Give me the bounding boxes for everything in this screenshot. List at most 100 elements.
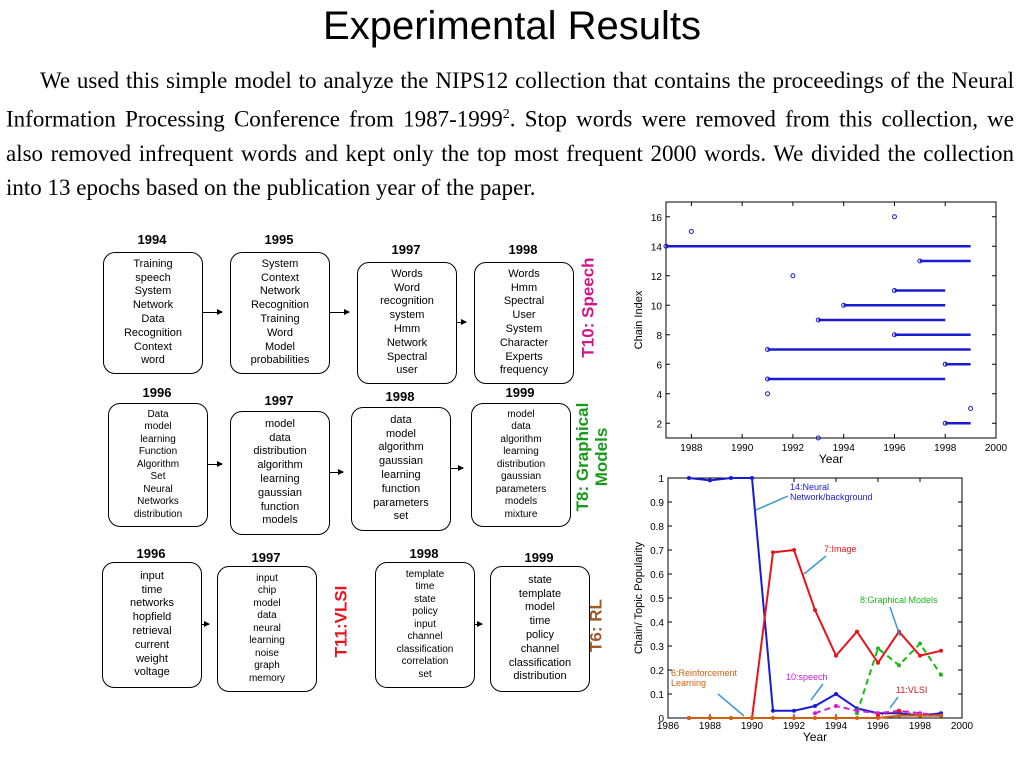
- footnote-marker: 2: [502, 107, 510, 122]
- paragraph-text-b: . Stop words were removed from this coll…: [6, 106, 1014, 200]
- topic-word: learning: [249, 635, 285, 647]
- x-tick-label: 1990: [741, 721, 764, 732]
- topic-word: hopfield: [132, 611, 172, 624]
- topic-word: Hmm: [393, 323, 421, 335]
- series-point: [897, 708, 901, 713]
- topic-word: Word: [266, 326, 294, 339]
- y-tick-label: 0.8: [650, 522, 664, 533]
- y-tick-label: 0.5: [650, 594, 664, 605]
- series-point: [813, 716, 817, 720]
- plot-frame: [667, 477, 963, 719]
- chain-start-marker: [917, 258, 923, 264]
- series-point: [813, 711, 817, 716]
- chain-start-marker: [663, 243, 669, 249]
- singleton-point: [790, 273, 796, 279]
- topic-word: distribution: [253, 445, 307, 458]
- series-point: [813, 608, 817, 612]
- topic-word: gaussian: [257, 486, 303, 499]
- series-point: [750, 716, 754, 720]
- topic-word: Algorithm: [136, 458, 180, 470]
- series-point: [918, 653, 922, 658]
- series-point: [687, 476, 691, 480]
- topic-word: input: [140, 569, 164, 582]
- y-tick-label: 0.4: [650, 618, 664, 629]
- topic-word: Network: [259, 285, 301, 298]
- topic-word: input: [256, 572, 278, 584]
- chain-start-marker: [765, 347, 771, 352]
- y-tick-label: 14: [651, 242, 663, 253]
- topic-word: algorithm: [500, 433, 542, 445]
- x-tick-label: 2000: [985, 443, 1008, 454]
- singleton-point: [688, 229, 694, 234]
- topic-word-box: System Context Network Recognition Training W…: [230, 252, 330, 374]
- row-label-rl: T6: RL: [586, 599, 606, 652]
- series-point: [834, 704, 838, 708]
- y-tick-label: 10: [651, 301, 663, 312]
- topic-word: data: [257, 610, 277, 622]
- flow-arrow: [203, 309, 223, 315]
- topic-word: gaussian: [500, 471, 542, 483]
- y-tick-label: 0.3: [650, 642, 664, 653]
- topic-word-box: input chip model data neural learning noise gra…: [217, 566, 317, 692]
- topic-word: algorithm: [378, 441, 424, 454]
- topic-word: retrieval: [132, 625, 172, 637]
- y-tick-label: 6: [656, 360, 662, 371]
- singleton-point: [891, 214, 897, 220]
- x-tick-label: 1998: [909, 721, 932, 732]
- series-point: [876, 716, 880, 720]
- annotation-arrow: [810, 683, 824, 701]
- series-point: [792, 708, 796, 713]
- topic-word: Data: [147, 408, 169, 420]
- x-tick-label: 1994: [825, 721, 848, 732]
- intro-paragraph: We used this simple model to analyze the…: [6, 64, 1014, 205]
- topic-word: distribution: [133, 508, 183, 520]
- topic-word: policy: [525, 629, 555, 641]
- series-point: [939, 672, 943, 677]
- series-annotation: 10:speech: [786, 672, 828, 682]
- series-point: [855, 708, 859, 713]
- epoch-year: 1997: [251, 550, 281, 565]
- y-tick-label: 0.2: [650, 666, 664, 677]
- topic-word: channel: [520, 642, 560, 655]
- topic-word: policy: [412, 606, 438, 618]
- epoch-year: 1999: [524, 550, 554, 565]
- epoch-year: 1998: [409, 546, 439, 561]
- series-point: [897, 663, 901, 668]
- topic-word: Hmm: [510, 281, 538, 294]
- y-tick-label: 16: [651, 213, 663, 224]
- topic-word: Words: [508, 267, 540, 280]
- topic-word: set: [418, 668, 432, 680]
- topic-word-box: Data model learning Function Algorithm Set Neu…: [108, 403, 208, 527]
- annotation-arrow: [755, 495, 789, 511]
- series-point: [792, 548, 796, 552]
- topic-word: time: [141, 583, 163, 596]
- slide-title: Experimental Results: [323, 4, 701, 48]
- epoch-year: 1999: [505, 385, 535, 400]
- topic-word: model: [525, 601, 555, 614]
- topic-word: data: [511, 421, 531, 433]
- topic-word: template: [405, 568, 445, 580]
- x-tick-label: 1996: [867, 721, 890, 732]
- topic-word-box: model data distribution algorithm learning ga…: [230, 411, 330, 535]
- singleton-point: [968, 406, 974, 411]
- series-point: [771, 550, 775, 555]
- topic-word: channel: [407, 631, 443, 643]
- epoch-year: 1994: [137, 232, 167, 247]
- topic-popularity-chart: 1986 1988 1990 1992 1994 1996 1998 2000 0 0.1 0.2 0…: [633, 474, 974, 744]
- series-annotation: Network/background: [790, 492, 873, 502]
- series-point: [939, 648, 943, 653]
- series-point: [876, 660, 880, 665]
- series-point: [729, 476, 733, 480]
- series-point: [771, 708, 775, 713]
- topic-word: current: [134, 638, 170, 651]
- topic-word-box: data model algorithm gaussian learning functi…: [351, 407, 451, 531]
- x-tick-label: 1998: [934, 443, 957, 454]
- topic-word: time: [415, 581, 435, 593]
- x-tick-label: 1988: [680, 443, 703, 454]
- topic-word: Recognition: [250, 299, 310, 312]
- topic-word-box: input time networks hopfield retrieval curren…: [102, 562, 202, 688]
- topic-word: parameters: [495, 483, 547, 495]
- chain-start-marker: [841, 302, 847, 308]
- topic-word: memory: [248, 672, 286, 684]
- topic-word: learning: [140, 433, 176, 445]
